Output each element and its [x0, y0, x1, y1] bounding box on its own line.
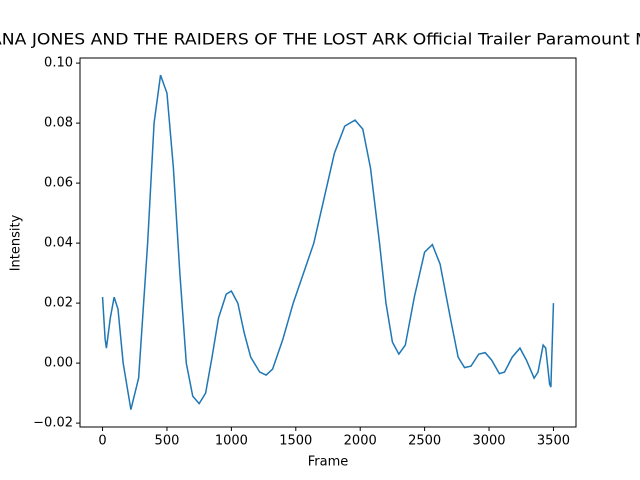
- y-tick-label: 0.06: [44, 176, 73, 191]
- x-tick-label: 2500: [408, 434, 441, 449]
- plot-frame: [79, 57, 577, 428]
- data-line: [101, 74, 555, 410]
- x-tick-label: 500: [155, 434, 180, 449]
- y-tick-label: −0.02: [33, 416, 73, 431]
- x-tick-label: 1500: [279, 434, 312, 449]
- y-tick-label: 0.00: [44, 356, 73, 371]
- x-tick-label: 3000: [472, 434, 505, 449]
- y-tick-label: 0.02: [44, 296, 73, 311]
- y-tick-label: 0.08: [44, 116, 73, 131]
- y-tick-label: 0.10: [44, 56, 73, 71]
- x-tick-label: 0: [98, 434, 106, 449]
- y-tick-label: 0.04: [44, 236, 73, 251]
- x-axis-label: Frame: [308, 455, 349, 470]
- x-tick-label: 2000: [344, 434, 377, 449]
- chart-title: ANA JONES AND THE RAIDERS OF THE LOST AR…: [0, 30, 640, 49]
- y-axis-label: Intensity: [9, 214, 24, 271]
- x-tick-label: 3500: [537, 434, 570, 449]
- x-tick-label: 1000: [215, 434, 248, 449]
